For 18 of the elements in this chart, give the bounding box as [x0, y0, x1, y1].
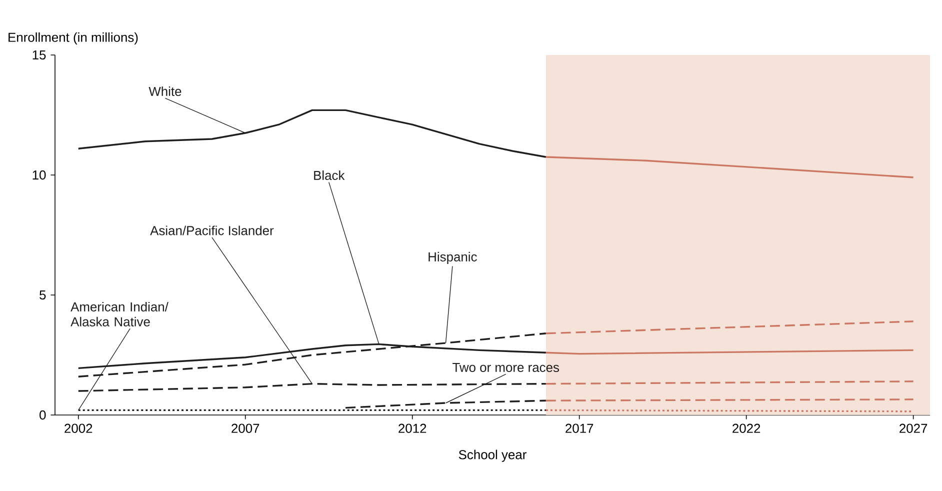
text: Two or more races [452, 362, 560, 372]
x-axis-title: School year [458, 450, 526, 462]
x-tick-label: 2017 [566, 424, 594, 433]
text: Asian/Pacific Islander [150, 226, 274, 236]
text: White [148, 86, 182, 96]
text: American Indian/ Alaska Native [70, 302, 168, 326]
y-axis-title: Enrollment (in millions) [8, 32, 138, 44]
x-tick-label: 2007 [232, 424, 260, 433]
x-tick-label: 2012 [398, 424, 426, 433]
y-tick-label: 0 [40, 410, 46, 420]
y-tick-label: 15 [32, 50, 46, 60]
y-tick-label: 10 [32, 170, 46, 180]
x-tick-label: 2002 [64, 424, 92, 433]
x-tick-label: 2027 [900, 424, 928, 433]
text: Hispanic [428, 252, 477, 264]
y-tick-label: 5 [40, 290, 46, 300]
text: Black [314, 170, 345, 180]
x-tick-label: 2022 [732, 424, 760, 433]
